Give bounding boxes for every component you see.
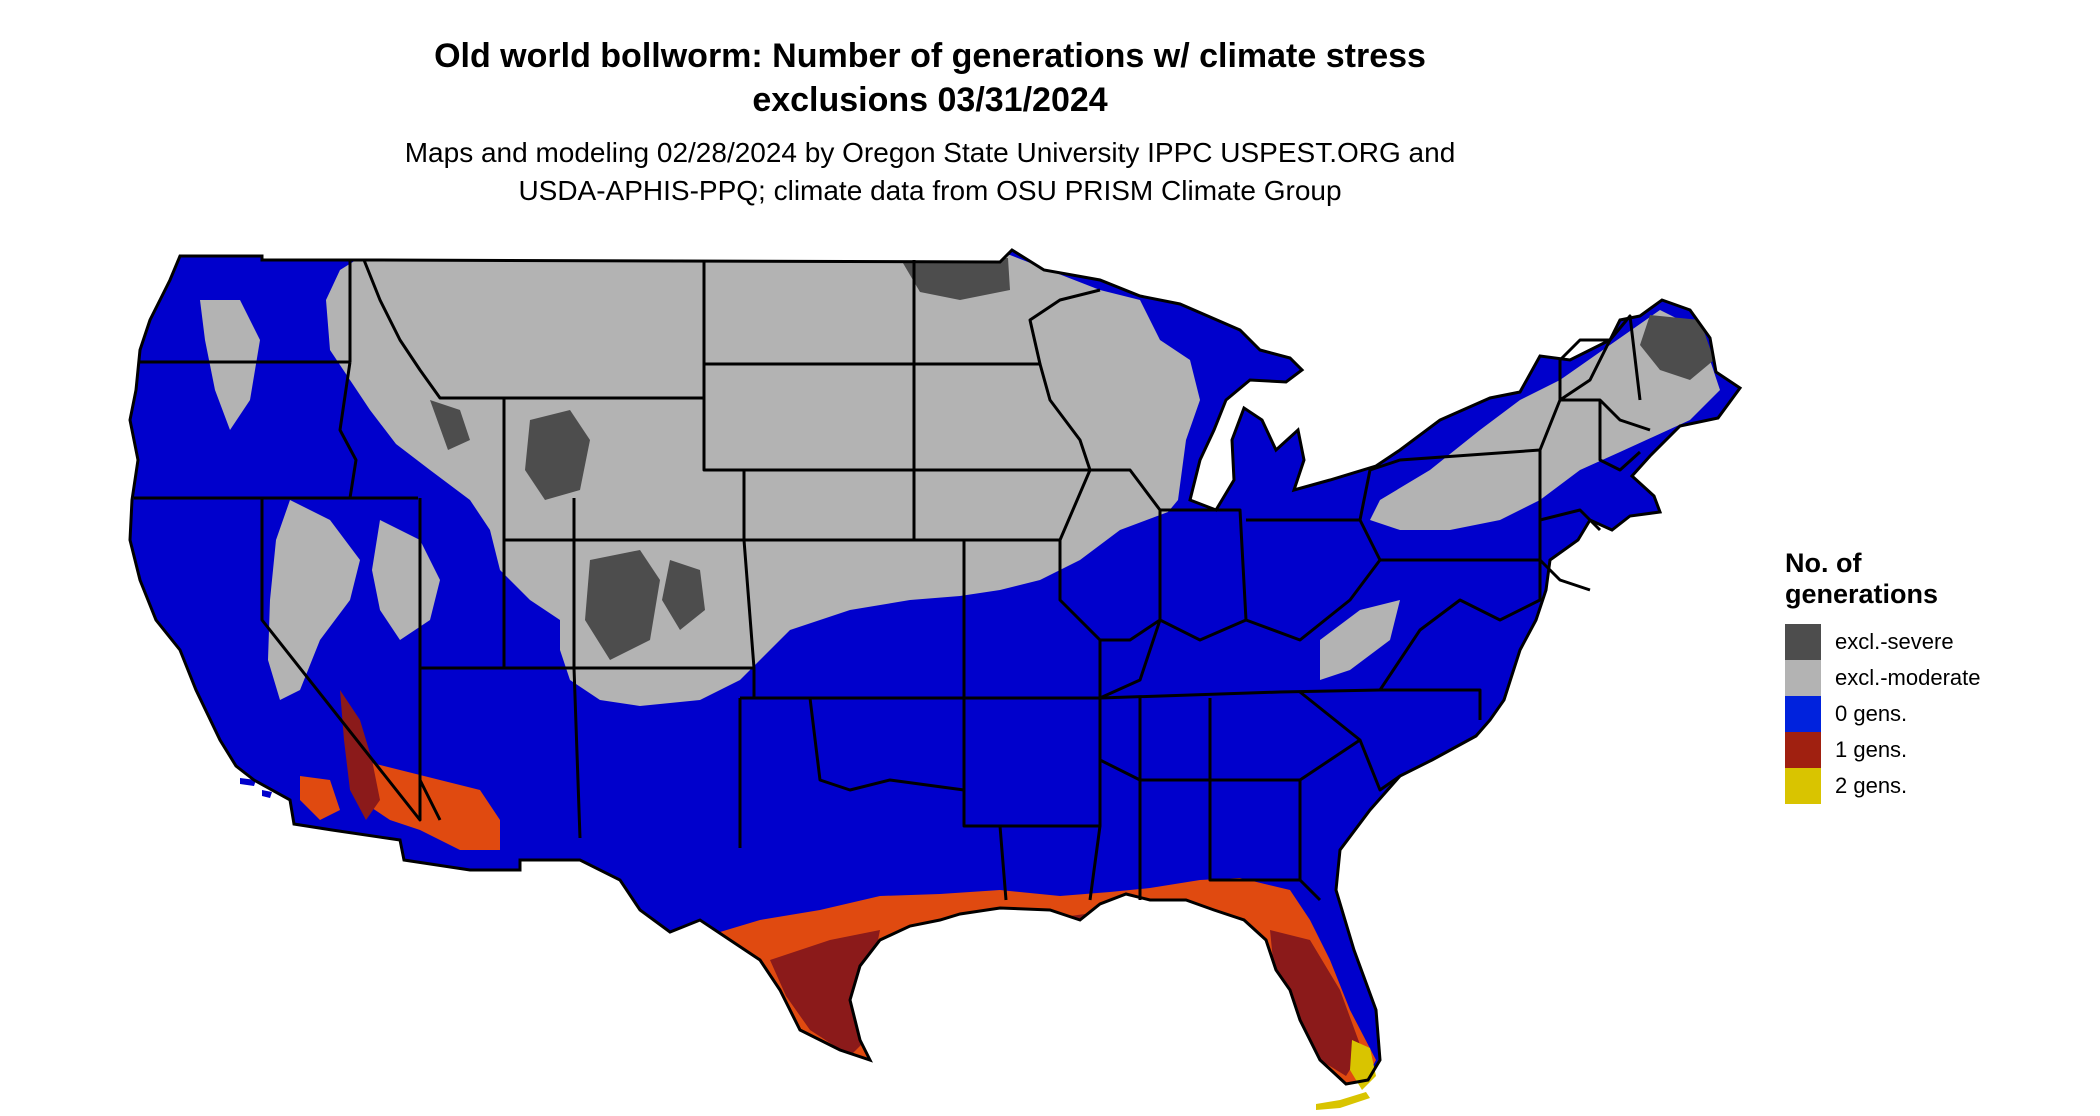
legend-swatch xyxy=(1785,660,1821,696)
map-title: Old world bollworm: Number of generation… xyxy=(250,34,1610,122)
legend-swatch xyxy=(1785,768,1821,804)
legend-swatch xyxy=(1785,696,1821,732)
zone-excl-moderate-cascades xyxy=(200,300,260,430)
zone-excl-severe-minnesota xyxy=(900,258,1010,300)
legend: No. of generations excl.-severe excl.-mo… xyxy=(1785,548,2065,804)
legend-swatch xyxy=(1785,624,1821,660)
zone-excl-severe-idaho xyxy=(430,400,470,450)
legend-label: excl.-severe xyxy=(1835,629,1954,654)
channel-islands xyxy=(240,778,272,798)
legend-label: 0 gens. xyxy=(1835,701,1908,726)
legend-swatch xyxy=(1785,732,1821,768)
zone-excl-severe-wyoming xyxy=(525,410,590,500)
map-subtitle: Maps and modeling 02/28/2024 by Oregon S… xyxy=(250,134,1610,210)
legend-item-1-gens: 1 gens. xyxy=(1785,732,2065,768)
zone-1-gens-florida xyxy=(1270,930,1362,1076)
zone-excl-moderate-appalachia xyxy=(1320,600,1400,680)
legend-title-line-1: No. of xyxy=(1785,548,1862,578)
legend-item-0-gens: 0 gens. xyxy=(1785,696,2065,732)
zone-2-gens-florida-keys xyxy=(1316,1092,1370,1110)
zone-excl-severe-colorado-2 xyxy=(662,560,705,630)
map-title-line-1: Old world bollworm: Number of generation… xyxy=(434,37,1426,75)
zone-excl-moderate-great-basin xyxy=(372,520,440,640)
legend-item-2-gens: 2 gens. xyxy=(1785,768,2065,804)
zone-excl-severe-maine xyxy=(1640,315,1714,380)
zone-excl-moderate-northeast xyxy=(1370,310,1720,530)
zone-1-gens-arizona xyxy=(360,760,500,850)
zone-1-gens-texas-interior xyxy=(770,930,880,1056)
legend-label: 2 gens. xyxy=(1835,773,1908,798)
state-borders xyxy=(134,259,1651,902)
legend-label: 1 gens. xyxy=(1835,737,1908,762)
zone-1-gens-south-california xyxy=(300,776,340,820)
legend-label: excl.-moderate xyxy=(1835,665,1981,690)
legend-title-line-2: generations xyxy=(1785,579,1939,609)
map-title-line-2: exclusions 03/31/2024 xyxy=(752,81,1108,119)
legend-item-excl-severe: excl.-severe xyxy=(1785,624,2065,660)
zone-excl-moderate-sierra xyxy=(268,500,360,700)
zone-excl-severe-colorado-1 xyxy=(585,550,660,660)
zone-1-gens-colorado-river xyxy=(340,690,380,820)
map-subtitle-line-2: USDA-APHIS-PPQ; climate data from OSU PR… xyxy=(518,175,1342,206)
legend-item-excl-moderate: excl.-moderate xyxy=(1785,660,2065,696)
map-subtitle-line-1: Maps and modeling 02/28/2024 by Oregon S… xyxy=(404,137,1456,168)
zone-excl-moderate xyxy=(326,255,1200,706)
legend-title: No. of generations xyxy=(1785,548,2065,610)
